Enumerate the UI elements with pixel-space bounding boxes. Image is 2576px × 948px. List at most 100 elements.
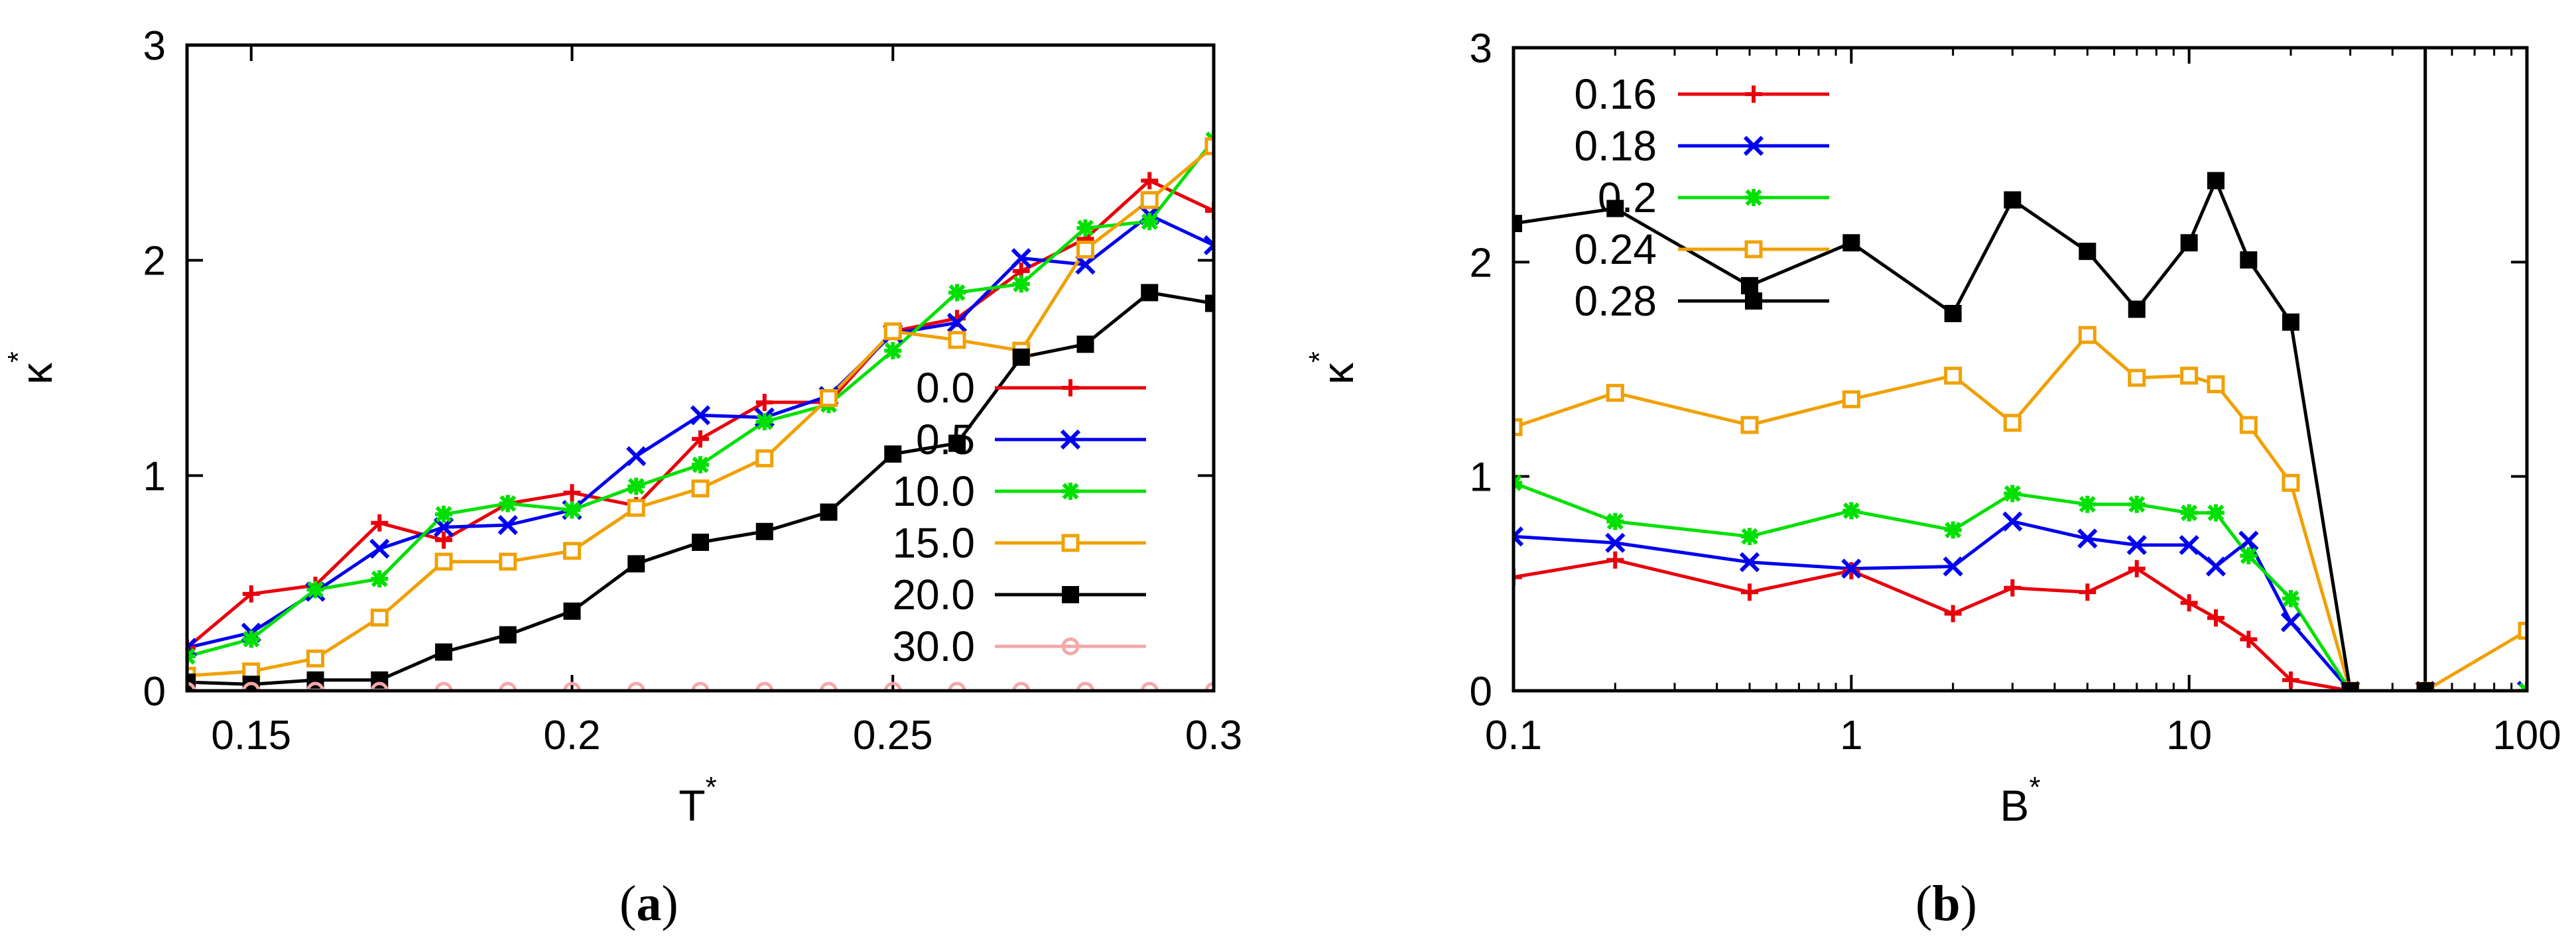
panel-a-series-3-point-3	[370, 609, 389, 627]
panel-a-xlabel-sup: *	[706, 771, 717, 803]
panel-b-series-4-point-11	[2282, 313, 2299, 331]
panel-a-series-2-point-7-shape	[627, 477, 645, 495]
panel-b-series-2-point-3-shape	[1842, 502, 1860, 520]
panel-a-series-5-point-9-shape	[755, 681, 774, 691]
panel-b-series-3-point-9	[2207, 375, 2225, 394]
panel-b-xlabel-sup: *	[2029, 771, 2040, 803]
panel-b-series-3-point-8-shape	[2180, 367, 2199, 385]
panel-a-legend-marker-0-shape	[1062, 379, 1079, 396]
panel-b-series-3-point-0	[1513, 418, 1523, 436]
panel-a-series-5-point-2	[306, 681, 324, 691]
panel-a-series-0-point-6-shape	[563, 484, 581, 502]
panel-b-series-1-point-0-shape	[1513, 526, 1524, 547]
panel-a-series-4-point-11	[884, 445, 902, 463]
panel-b-series-3-point-6-shape	[2078, 326, 2096, 344]
panel-b-series-0-point-9-shape	[2207, 609, 2224, 627]
panel-a-series-4-point-6	[563, 602, 581, 620]
panel-a-ylabel: κ*	[2, 351, 61, 385]
panel-b-series-4-point-2	[1741, 276, 1759, 294]
panel-b-series-2-point-5	[2004, 485, 2022, 503]
panel-a-series-0-point-3	[371, 514, 389, 532]
panel-a-series-5-point-8	[691, 681, 710, 691]
panel-a-series-3-point-12-shape	[948, 331, 966, 349]
panel-b-series-1-point-1	[1605, 532, 1626, 554]
panel-a-series-1-point-8	[690, 405, 711, 426]
panel-a-series-5-point-4-shape	[434, 681, 453, 691]
panel-b-series-3-point-11-shape	[2282, 473, 2300, 492]
panel-b-series-4-point-13	[2416, 682, 2434, 691]
panel-a-series-2-point-9-shape	[755, 413, 773, 431]
panel-b-legend-label-4: 0.28	[1574, 277, 1657, 325]
panel-b-series-2-point-2-shape	[1741, 528, 1759, 546]
panel-a-series-5-point-10-shape	[820, 681, 838, 691]
panel-a-series-5-point-1	[242, 681, 261, 691]
panel-b-series-4-point-10	[2240, 251, 2258, 269]
panel-a-series-2-point-5-shape	[499, 495, 517, 512]
panel-a-series-4-point-4-shape	[435, 643, 452, 661]
panel-b-series-3-point-5	[2003, 414, 2022, 432]
panel-a-series-5-point-11	[883, 681, 902, 691]
panel-a-series-4-point-12	[948, 434, 966, 452]
panel-b-legend-marker-1	[1743, 135, 1764, 156]
panel-b-series-1-point-5	[2002, 511, 2023, 532]
panel-a-xtick-label-1: 0.2	[543, 713, 600, 758]
panel-a-series-4-point-14	[1076, 335, 1094, 353]
panel-b-series-0-point-5-shape	[2004, 579, 2022, 597]
panel-b-series-4-point-0	[1513, 215, 1522, 233]
panel-b-chart: 0 1 2 3 0.1 1 10 100 0.160.180.20.240.28 B* κ*	[1303, 26, 2561, 830]
panel-b-series-1-point-6	[2077, 528, 2098, 549]
panel-b-legend-marker-2	[1745, 189, 1762, 206]
panel-b-ylabel-sup: *	[1303, 351, 1336, 363]
panel-b-series-3-point-7	[2128, 369, 2146, 387]
panel-a-series-2-point-12-shape	[948, 284, 966, 302]
panel-a-series-4-point-7-shape	[627, 555, 645, 573]
panel-b-series-0-point-7-shape	[2128, 560, 2146, 577]
panel-a-legend-label-5: 30.0	[892, 622, 975, 670]
panel-a-series-4-point-14-shape	[1076, 335, 1094, 353]
panel-a-series-5-point-10	[820, 681, 838, 691]
panel-b-series-1-point-6-shape	[2077, 528, 2098, 549]
panel-b-series-2-point-1-shape	[1606, 512, 1624, 530]
panel-a-series-4-point-7	[627, 555, 645, 573]
panel-a-series-3-point-10	[820, 388, 838, 407]
panel-b-series-4-point-13-shape	[2416, 682, 2434, 691]
panel-a-series-5-point-12	[948, 681, 966, 691]
panel-a-series-5-point-2-shape	[306, 681, 324, 691]
panel-a-series-3-point-5-shape	[499, 552, 517, 571]
panel-a-series-1-point-14	[1075, 255, 1096, 275]
panel-b-series-0-point-5	[2004, 579, 2022, 597]
panel-a-series-3-point-6	[563, 542, 581, 560]
panel-a-series-4-point-4	[435, 643, 452, 661]
panel-b-legend-marker-4	[1745, 292, 1762, 310]
panel-a-series-3-point-4-shape	[434, 552, 453, 571]
panel-b-series-3-point-4	[1944, 367, 1963, 385]
panel-b-series-3-point-14-shape	[2518, 621, 2527, 640]
panel-b-legend-label-0: 0.16	[1574, 70, 1657, 118]
panel-a-series-3-point-9-shape	[755, 449, 774, 467]
panel-b-ytick-label-2: 2	[1470, 240, 1492, 286]
panel-a-series-5-point-9	[755, 681, 774, 691]
panel-a-series-5-point-15-shape	[1140, 681, 1159, 691]
panel-b-series-1-point-9-shape	[2205, 556, 2226, 577]
panel-b-series-2-point-10-shape	[2240, 547, 2258, 565]
panel-b-series-1-point-11-shape	[2280, 612, 2301, 632]
panel-a-series-3-point-11-shape	[883, 322, 902, 341]
panel-a-series-5-point-8-shape	[691, 681, 710, 691]
panel-b-series-2-point-7	[2128, 495, 2146, 513]
panel-a-series-1-point-3	[369, 538, 390, 559]
panel-a-series-1-point-5	[497, 514, 518, 536]
panel-a-series-0-point-0-shape	[187, 639, 196, 657]
panel-a-series-5-point-13-shape	[1012, 681, 1031, 691]
panel-a-series-5-point-7-shape	[627, 681, 645, 691]
panel-a-series-2-point-7	[627, 477, 645, 495]
panel-a-series-3-point-4	[434, 552, 453, 571]
panel-a-series-5-point-1-shape	[242, 681, 261, 691]
panel-a-series-4-point-13	[1012, 348, 1030, 366]
panel-a-series-3-point-3-shape	[370, 609, 389, 627]
panel-a-series-2-point-1-shape	[242, 630, 260, 648]
panel-b-series-3-point-2-shape	[1740, 416, 1759, 434]
caption-a-letter: a	[636, 876, 662, 931]
caption-a: (a)	[619, 876, 678, 931]
panel-b-series-4-point-7-shape	[2128, 300, 2146, 318]
panel-a-series-3-point-16-shape	[1204, 137, 1214, 156]
